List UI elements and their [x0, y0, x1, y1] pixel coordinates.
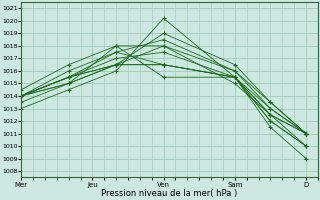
X-axis label: Pression niveau de la mer( hPa ): Pression niveau de la mer( hPa )	[101, 189, 238, 198]
